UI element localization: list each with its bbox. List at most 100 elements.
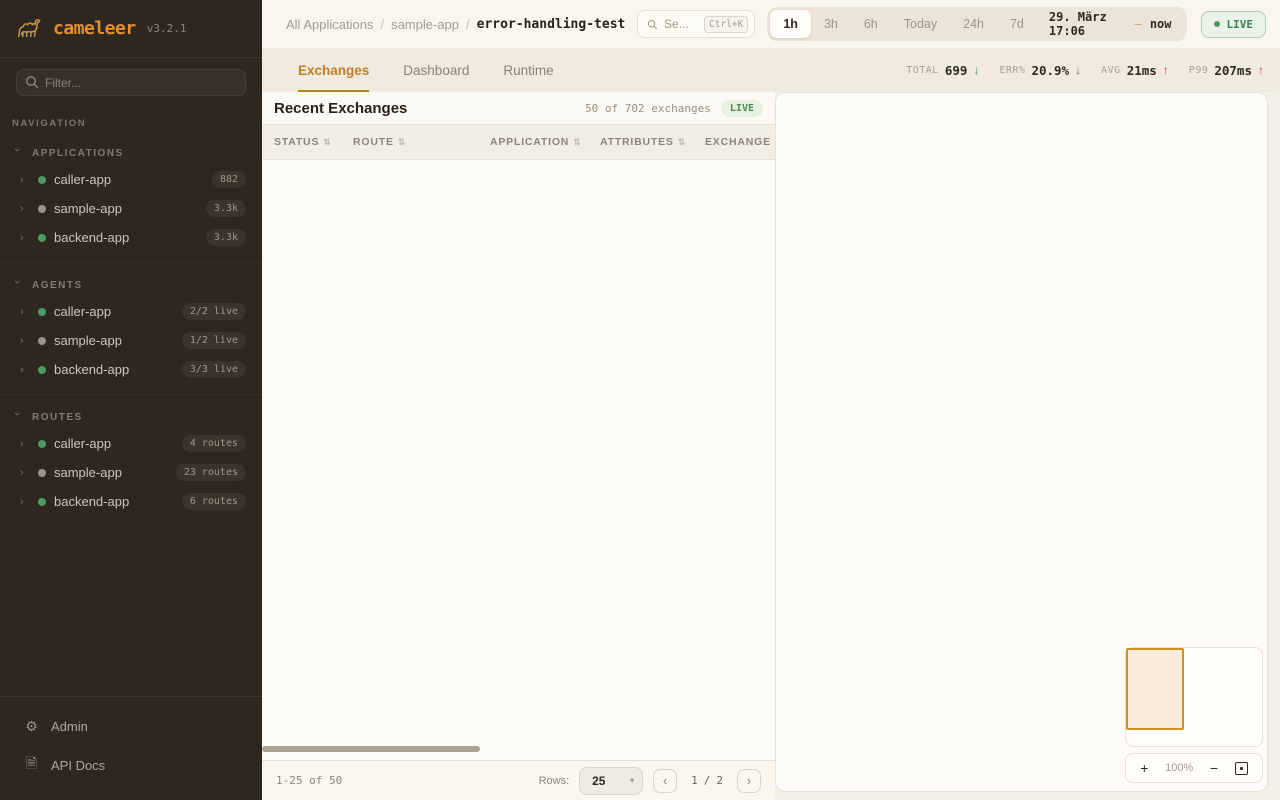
sidebar-section-title: APPLICATIONS — [32, 147, 124, 159]
sidebar-section: › AGENTS › caller-app 2/2 live › sample-… — [0, 263, 262, 395]
chevron-right-icon: › — [20, 437, 24, 450]
range-button-1h[interactable]: 1h — [770, 10, 811, 38]
status-dot-icon — [38, 439, 46, 448]
sidebar-item-label: sample-app — [54, 465, 122, 480]
sidebar-item-caller-app[interactable]: › caller-app 2/2 live — [0, 297, 262, 326]
breadcrumb-all-applications[interactable]: All Applications — [286, 16, 374, 32]
breadcrumb-current: error-handling-test — [476, 16, 626, 32]
sidebar-footer-api-docs[interactable]: 🗎 API Docs — [0, 744, 262, 786]
chevron-down-icon: › — [11, 412, 23, 416]
column-header-route[interactable]: ROUTE ⇅ — [353, 136, 407, 148]
sidebar-nav: › APPLICATIONS › caller-app 882 › sample… — [0, 131, 262, 696]
search-icon — [648, 19, 658, 29]
range-button-24h[interactable]: 24h — [963, 17, 984, 31]
sidebar-item-label: backend-app — [54, 362, 130, 377]
table-column-headers: STATUS ⇅ ROUTE ⇅ APPLICATION ⇅ ATTRIBUTES ⇅ EXCH… — [262, 124, 775, 160]
sidebar-item-sample-app[interactable]: › sample-app 23 routes — [0, 458, 262, 487]
tabs: Exchanges Dashboard Runtime — [298, 48, 554, 92]
breadcrumb: All Applications / sample-app / error-ha… — [286, 17, 625, 32]
next-page-button[interactable]: › — [737, 768, 761, 793]
rows-per-page-value: 25 — [592, 773, 606, 788]
navigation-label: NAVIGATION — [12, 118, 87, 129]
total-pages: 2 — [716, 774, 723, 787]
column-header-application[interactable]: APPLICATION ⇅ — [490, 136, 582, 148]
breadcrumb-separator: / — [380, 16, 385, 32]
sidebar-item-caller-app[interactable]: › caller-app 882 — [0, 165, 262, 194]
time-range-display[interactable]: 29. März 17:06 – now — [1037, 10, 1184, 38]
range-button-6h[interactable]: 6h — [863, 17, 878, 31]
diagram-area: + 100% − — [775, 92, 1280, 800]
tab-runtime[interactable]: Runtime — [503, 62, 554, 78]
column-header-attributes[interactable]: ATTRIBUTES ⇅ — [600, 136, 687, 148]
gear-icon: ⚙ — [25, 718, 38, 734]
chevron-right-icon: › — [20, 466, 24, 479]
column-header-exchange[interactable]: EXCHANGE⇅ — [693, 136, 775, 148]
diagram-minimap[interactable] — [1125, 647, 1263, 747]
horizontal-scrollbar[interactable] — [262, 746, 480, 752]
status-dot-icon — [38, 468, 46, 477]
zoom-out-button[interactable]: − — [1209, 760, 1219, 776]
search-input[interactable] — [664, 17, 699, 31]
sidebar-item-label: caller-app — [54, 436, 112, 451]
sidebar-section: › APPLICATIONS › caller-app 882 › sample… — [0, 131, 262, 263]
sidebar-item-label: backend-app — [54, 494, 130, 509]
chevron-right-icon: › — [20, 334, 24, 347]
stat-p99: P99 207ms ↑ — [1188, 62, 1264, 78]
breadcrumb-sample-app[interactable]: sample-app — [391, 16, 460, 32]
sidebar-section-header[interactable]: › APPLICATIONS — [0, 137, 262, 165]
rows-per-page-select[interactable]: 25 ▾ — [579, 766, 644, 795]
sort-icon: ⇅ — [677, 137, 687, 147]
sidebar-item-backend-app[interactable]: › backend-app 3/3 live — [0, 355, 262, 384]
sidebar-item-sample-app[interactable]: › sample-app 3.3k — [0, 194, 262, 223]
chevron-right-icon: › — [20, 363, 24, 376]
live-dot-icon — [1213, 21, 1220, 27]
sidebar-item-badge: 23 routes — [175, 464, 246, 481]
sidebar-footer: ⚙ Admin 🗎 API Docs — [0, 696, 262, 800]
tabs-band: Exchanges Dashboard Runtime TOTAL 699 ↓ ERR% 2… — [262, 48, 1280, 92]
stat-avg: AVG 21ms ↑ — [1101, 62, 1169, 78]
sidebar-section-title: AGENTS — [32, 279, 83, 291]
sidebar-item-sample-app[interactable]: › sample-app 1/2 live — [0, 326, 262, 355]
live-toggle[interactable]: LIVE — [1200, 10, 1266, 38]
sidebar-item-caller-app[interactable]: › caller-app 4 routes — [0, 429, 262, 458]
tab-dashboard[interactable]: Dashboard — [403, 62, 470, 78]
sidebar-item-badge: 882 — [211, 171, 246, 188]
fit-view-button[interactable] — [1234, 761, 1248, 775]
sidebar-item-label: caller-app — [54, 172, 112, 187]
prev-page-button[interactable]: ‹ — [653, 768, 678, 793]
zoom-toolbar: + 100% − — [1125, 753, 1263, 783]
sidebar-item-badge: 2/2 live — [181, 303, 246, 320]
column-header-status[interactable]: STATUS ⇅ — [274, 136, 332, 148]
zoom-in-button[interactable]: + — [1140, 760, 1149, 776]
global-search[interactable]: Ctrl+K — [637, 10, 756, 38]
chevron-down-icon: › — [11, 148, 23, 152]
sidebar-section-header[interactable]: › ROUTES — [0, 401, 262, 429]
tab-exchanges[interactable]: Exchanges — [298, 48, 370, 92]
status-dot-icon — [38, 307, 46, 316]
minimap-viewport[interactable] — [1126, 648, 1184, 730]
document-icon: 🗎 — [25, 755, 38, 771]
sort-icon: ⇅ — [323, 137, 332, 147]
range-button-today[interactable]: Today — [903, 17, 938, 31]
search-icon — [26, 76, 39, 89]
sidebar-footer-admin[interactable]: ⚙ Admin — [0, 709, 262, 744]
zoom-level: 100% — [1165, 762, 1194, 774]
sidebar-item-label: sample-app — [54, 333, 122, 348]
chevron-down-icon: › — [11, 280, 23, 284]
chevron-right-icon: › — [20, 202, 24, 215]
sidebar-item-badge: 3.3k — [205, 229, 246, 246]
chevron-right-icon: › — [20, 495, 24, 508]
sidebar-item-backend-app[interactable]: › backend-app 3.3k — [0, 223, 262, 252]
range-button-7d[interactable]: 7d — [1009, 17, 1024, 31]
brand-name: cameleer — [53, 18, 136, 39]
sidebar-section-header[interactable]: › AGENTS — [0, 269, 262, 297]
range-button-3h[interactable]: 3h — [823, 17, 838, 31]
sidebar-item-backend-app[interactable]: › backend-app 6 routes — [0, 487, 262, 516]
filter-input[interactable] — [16, 69, 246, 96]
topbar: All Applications / sample-app / error-ha… — [262, 0, 1280, 48]
time-separator: – — [1134, 17, 1142, 31]
sidebar-footer-label: API Docs — [51, 757, 106, 773]
search-shortcut: Ctrl+K — [704, 15, 749, 33]
chevron-right-icon: › — [20, 173, 24, 186]
sidebar-item-badge: 4 routes — [181, 435, 246, 452]
